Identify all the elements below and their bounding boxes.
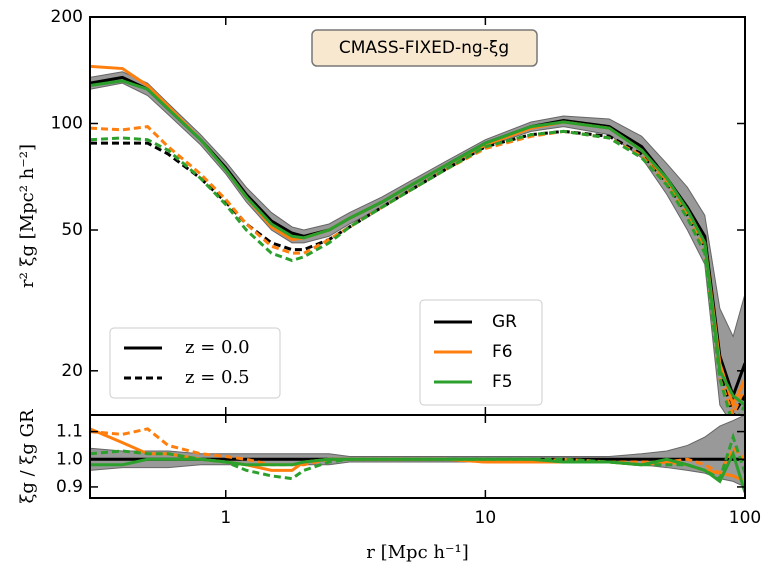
x-tick-label: 100 xyxy=(729,508,761,528)
plot-area xyxy=(90,64,745,415)
title-box xyxy=(311,29,538,67)
x-tick-label: 1 xyxy=(220,508,231,528)
y-axis-label: ξg / ξg GR xyxy=(17,409,38,503)
plot-area xyxy=(90,415,745,493)
legend-label: z = 0.5 xyxy=(185,367,250,388)
legend-label: z = 0.0 xyxy=(185,337,250,358)
y-tick-label: 100 xyxy=(51,114,83,134)
y-tick-label: 20 xyxy=(61,361,83,381)
curve xyxy=(90,129,745,415)
y-tick-label: 50 xyxy=(61,220,83,240)
legend-box xyxy=(419,299,543,406)
chart-title: CMASS-FIXED-ng-ξg xyxy=(339,38,509,58)
curve xyxy=(90,79,745,407)
curve xyxy=(90,427,745,476)
y-tick-label: 1.1 xyxy=(56,422,83,442)
legend-box xyxy=(109,327,281,399)
curve xyxy=(90,432,745,481)
y-axis-label: r² ξg [Mpc² h⁻²] xyxy=(17,144,38,288)
x-axis-label: r [Mpc h⁻¹] xyxy=(366,542,468,563)
legend-label: F6 xyxy=(492,342,513,362)
x-tick-label: 10 xyxy=(475,508,497,528)
y-tick-label: 200 xyxy=(51,7,83,27)
error-band xyxy=(90,71,745,415)
legend-label: F5 xyxy=(492,372,513,392)
y-tick-label: 1.0 xyxy=(56,449,83,469)
legend-label: GR xyxy=(492,312,517,332)
axes-frame xyxy=(89,414,746,499)
y-tick-label: 0.9 xyxy=(56,477,83,497)
